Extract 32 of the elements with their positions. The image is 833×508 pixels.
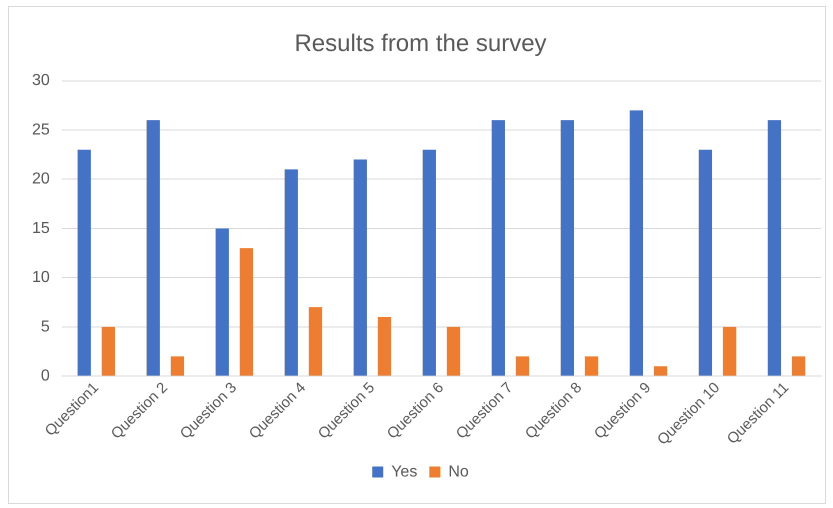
bar bbox=[422, 150, 436, 376]
bar bbox=[170, 356, 184, 376]
bar bbox=[560, 120, 574, 376]
bar bbox=[492, 120, 505, 376]
legend-label: Yes bbox=[391, 463, 418, 480]
bar bbox=[216, 228, 229, 376]
bar bbox=[78, 150, 91, 376]
bar bbox=[516, 356, 530, 376]
y-tick-label: 20 bbox=[32, 170, 50, 188]
y-tick-label: 30 bbox=[32, 72, 50, 90]
bar bbox=[446, 326, 460, 376]
y-tick-label: 5 bbox=[40, 318, 50, 336]
chart-title: Results from the survey bbox=[294, 30, 547, 58]
bar bbox=[240, 248, 254, 376]
bar bbox=[102, 326, 116, 376]
bar bbox=[584, 356, 598, 376]
bar bbox=[284, 169, 298, 376]
bar bbox=[792, 356, 806, 376]
bar bbox=[146, 120, 160, 376]
bar bbox=[722, 326, 736, 376]
legend-label: No bbox=[448, 463, 469, 480]
bar bbox=[354, 160, 367, 376]
bar bbox=[308, 307, 322, 376]
y-tick-label: 0 bbox=[40, 367, 50, 384]
bar bbox=[378, 317, 392, 376]
bar bbox=[630, 110, 644, 376]
bar bbox=[768, 120, 782, 376]
y-tick-label: 15 bbox=[32, 220, 50, 237]
bar bbox=[654, 366, 668, 376]
bar bbox=[698, 150, 712, 376]
y-tick-label: 10 bbox=[32, 269, 50, 286]
y-tick-label: 25 bbox=[32, 121, 50, 138]
